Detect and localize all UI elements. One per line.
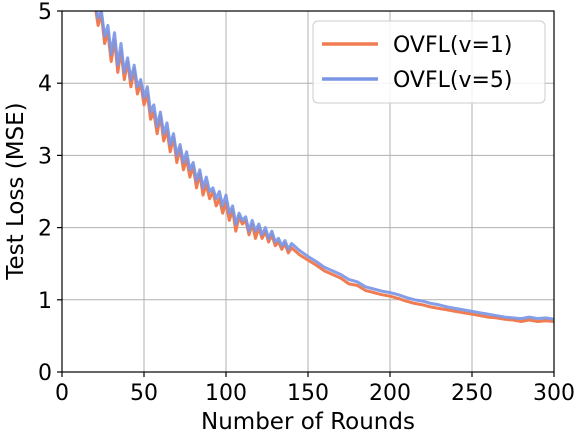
- y-tick-label: 2: [38, 217, 52, 242]
- y-tick-label: 3: [38, 144, 52, 169]
- y-axis-ticks: 0 1 2 3 4 5: [38, 0, 62, 386]
- series-layer: [94, 11, 554, 323]
- y-tick-label: 5: [38, 0, 52, 25]
- x-tick-label: 250: [451, 381, 493, 406]
- x-tick-label: 300: [533, 381, 575, 406]
- x-tick-label: 200: [369, 381, 411, 406]
- y-tick-label: 1: [38, 289, 52, 314]
- x-tick-label: 150: [287, 381, 329, 406]
- x-tick-label: 0: [55, 381, 69, 406]
- legend: OVFL(v=1) OVFL(v=5): [312, 20, 546, 104]
- x-tick-label: 50: [130, 381, 158, 406]
- x-axis-label: Number of Rounds: [201, 409, 415, 435]
- legend-box: [312, 20, 546, 104]
- x-tick-label: 100: [205, 381, 247, 406]
- x-axis-ticks: 0 50 100 150 200 250 300: [55, 372, 575, 406]
- legend-label-1: OVFL(v=1): [393, 33, 513, 58]
- y-axis-label: Test Loss (MSE): [3, 102, 29, 280]
- legend-label-2: OVFL(v=5): [393, 68, 513, 93]
- y-tick-label: 4: [38, 72, 52, 97]
- y-tick-label: 0: [38, 361, 52, 386]
- series-line-2: [95, 11, 554, 321]
